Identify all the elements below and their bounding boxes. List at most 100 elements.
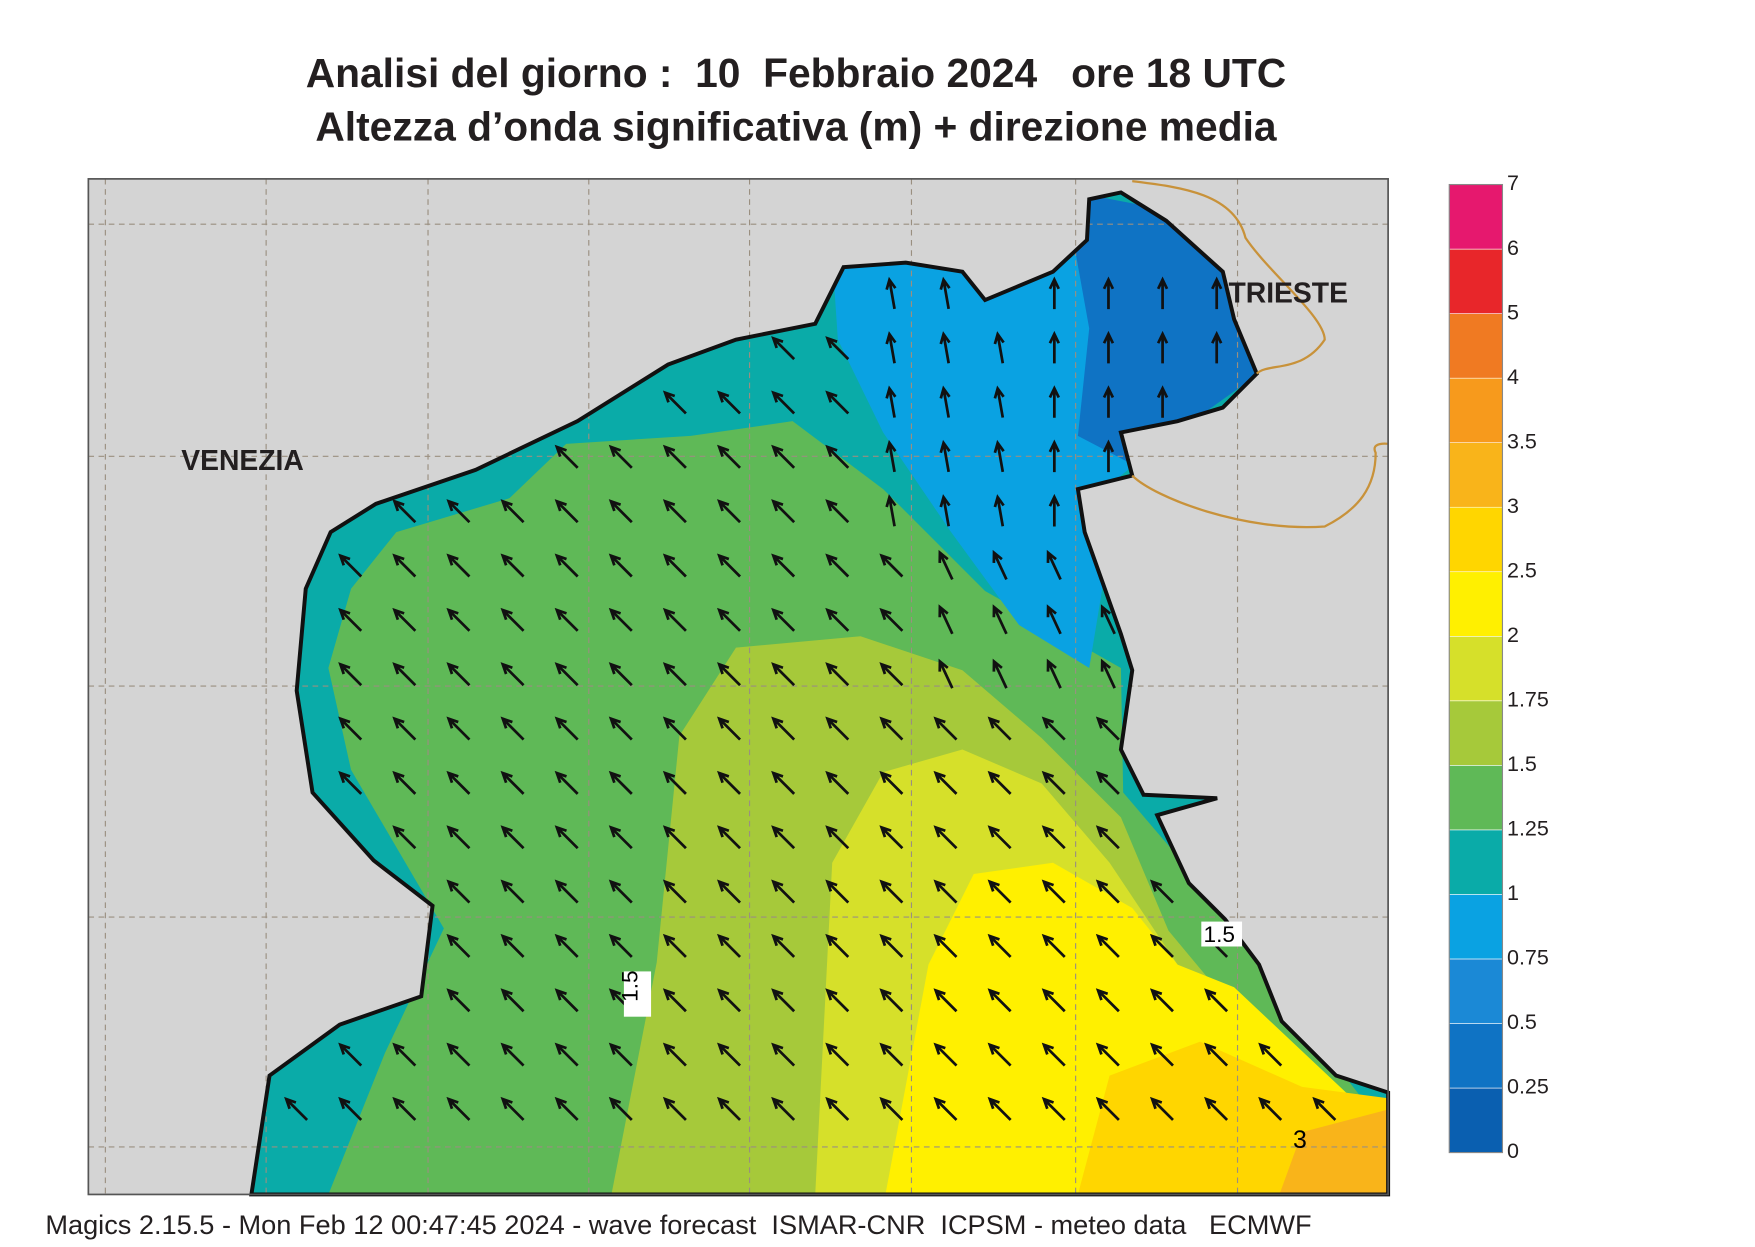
arrow [879,716,904,741]
arrow [885,276,897,310]
arrow [933,770,958,795]
arrow [987,770,1012,795]
arrow [1149,879,1174,904]
colorbar-label: 2 [1507,623,1519,647]
colorbar-swatch [1448,829,1503,895]
arrow [554,1096,579,1121]
arrow [1041,770,1066,795]
arrow [1048,276,1061,310]
arrow [608,607,633,632]
arrow [987,825,1012,850]
arrow [608,933,633,958]
arrow [608,499,633,524]
arrow [608,444,633,469]
arrow [608,1096,633,1121]
arrow [771,444,796,469]
arrow [993,439,1005,473]
arrow [554,988,579,1013]
label-box [1201,921,1243,947]
arrow [662,988,687,1013]
arrow [554,879,579,904]
arrow [392,499,417,524]
colorbar-swatch [1448,636,1503,702]
arrow [284,1096,309,1121]
colorbar-label: 0.25 [1507,1075,1549,1099]
colorbar-label: 3.5 [1507,429,1537,453]
arrow [1204,1096,1229,1121]
arrow [1258,1096,1283,1121]
arrow [338,607,363,632]
arrow [885,385,897,418]
arrow [662,662,687,687]
arrow [992,549,1008,581]
contour-label: 1.5 [1204,922,1235,947]
arrow [771,716,796,741]
arrow [825,499,850,524]
arrow [500,825,525,850]
arrow [1041,933,1066,958]
arrow [771,1096,796,1121]
arrow [879,1096,904,1121]
arrow [338,1042,363,1067]
arrow [825,988,850,1013]
arrow [500,716,525,741]
arrow [500,662,525,687]
arrow [933,988,958,1013]
arrow [771,879,796,904]
arrow [1095,1096,1120,1121]
arrow [825,933,850,958]
arrow [608,1042,633,1067]
arrow [885,439,897,473]
colorbar-swatch [1448,506,1503,573]
arrow [662,390,687,415]
arrow [338,662,363,687]
arrow [825,336,850,361]
arrow [446,1042,471,1067]
arrow [987,1096,1012,1121]
contour-label: 1.5 [617,970,642,1001]
arrow [1102,439,1115,473]
arrow [992,604,1008,635]
arrow [939,276,951,310]
colorbar-swatch [1448,894,1503,960]
arrow [1258,1042,1283,1067]
arrow [879,662,904,687]
arrow [825,444,850,469]
colorbar-label: 0.75 [1507,946,1549,970]
arrow [446,825,471,850]
arrow [446,770,471,795]
arrow [338,770,363,795]
arrow [1204,988,1229,1013]
arrow [500,553,525,578]
colorbar-swatch [1448,184,1503,250]
arrow [987,988,1012,1013]
arrow [933,716,958,741]
arrow [771,390,796,415]
arrow [933,1042,958,1067]
arrow [1048,439,1061,473]
arrow [939,439,951,473]
place-label: TRIESTE [1228,276,1348,308]
arrow [933,879,958,904]
arrows [284,276,1337,1121]
arrow [1156,276,1169,310]
arrow [1156,330,1169,364]
arrow [338,716,363,741]
arrow [446,1096,471,1121]
colorbar-frame [1448,183,1504,1154]
arrow [392,607,417,632]
arrow [825,553,850,578]
arrow [554,444,579,469]
arrow [1149,933,1174,958]
arrow [717,879,742,904]
arrow [1211,276,1223,310]
arrow [662,1096,687,1121]
arrow [446,662,471,687]
arrow [1100,658,1116,689]
colorbar-swatch [1448,765,1503,831]
colorbar-label: 1.25 [1507,817,1549,841]
arrow [825,716,850,741]
colorbar-swatch [1448,571,1503,637]
arrow [1095,825,1120,850]
